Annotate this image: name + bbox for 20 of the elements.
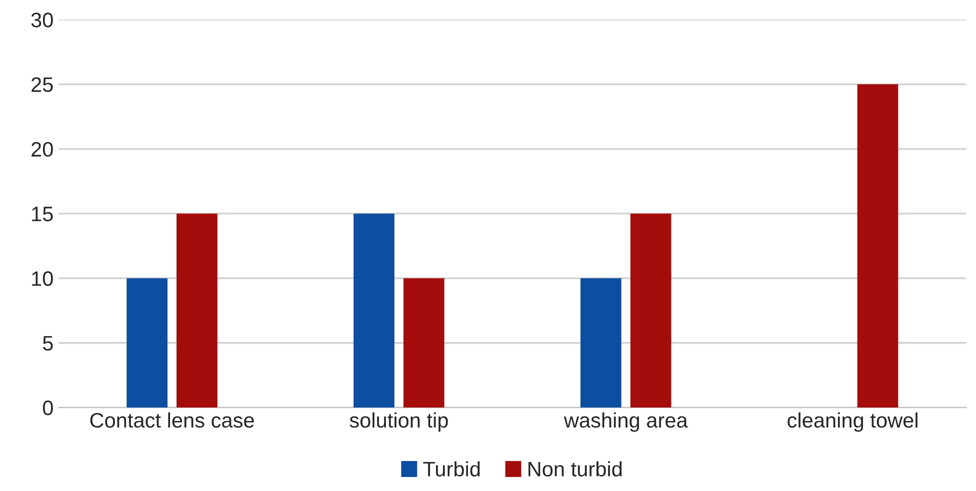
bar (176, 214, 218, 408)
y-tick-label: 5 (42, 336, 53, 351)
bar (126, 278, 168, 408)
bar (580, 278, 622, 408)
legend-label: Non turbid (528, 461, 622, 476)
bar (354, 214, 394, 408)
y-tick-label: 30 (31, 12, 53, 28)
y-tick-label: 10 (32, 271, 53, 286)
bar (403, 278, 444, 408)
x-tick-label: washing area (564, 412, 688, 432)
bar (857, 84, 898, 408)
y-tick-label: 15 (32, 206, 53, 222)
y-tick-label: 25 (32, 77, 53, 92)
bar (630, 214, 672, 408)
x-tick-label: Contact lens case (90, 412, 254, 428)
x-tick-label: cleaning towel (788, 412, 918, 432)
x-tick-label: solution tip (350, 412, 448, 432)
legend-label: Turbid (423, 461, 480, 476)
y-tick-label: 20 (32, 142, 53, 157)
y-tick-label: 0 (42, 400, 53, 416)
